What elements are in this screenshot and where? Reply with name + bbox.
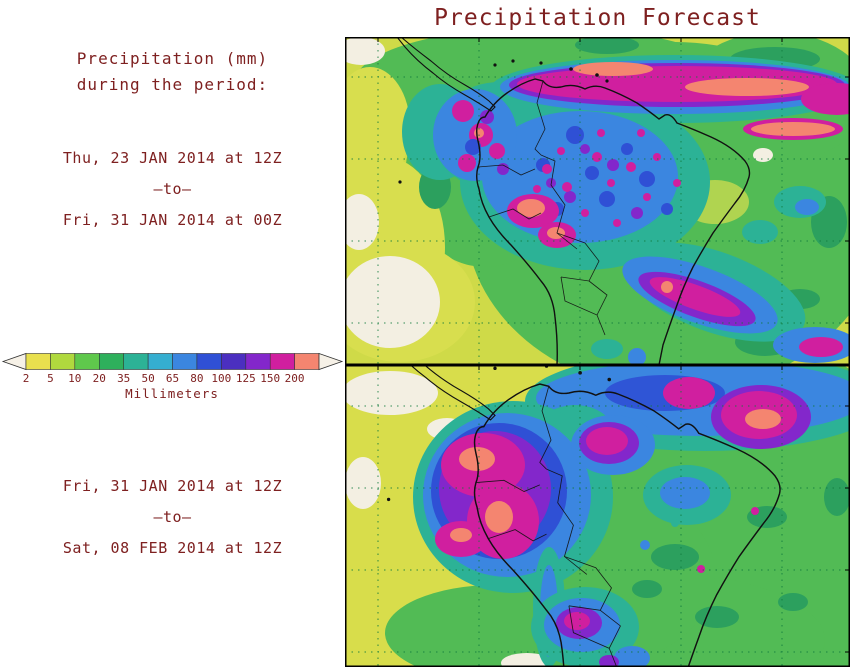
legend-arrow-left-icon bbox=[1, 352, 27, 371]
map-2-svg bbox=[345, 365, 850, 667]
page-title: Precipitation Forecast bbox=[434, 5, 761, 31]
legend-tick: 125 bbox=[236, 372, 256, 385]
period-1-separator: —to— bbox=[153, 180, 192, 198]
coastline bbox=[386, 365, 781, 667]
legend-tick: 20 bbox=[93, 372, 106, 385]
precip-heavy-cores bbox=[507, 194, 850, 365]
period-2: Fri, 31 JAN 2014 at 12Z —to— Sat, 08 FEB… bbox=[0, 478, 345, 571]
precip-scatter-dots bbox=[640, 507, 759, 573]
variable-heading: Precipitation (mm) during the period: bbox=[0, 46, 345, 98]
legend-tick: 35 bbox=[117, 372, 130, 385]
frame-ticks bbox=[377, 37, 850, 324]
period-2-end: Sat, 08 FEB 2014 at 12Z bbox=[62, 539, 283, 557]
legend-tick: 200 bbox=[285, 372, 305, 385]
legend-tick-labels: 2 5 10 20 35 50 65 80 100 125 150 200 bbox=[23, 372, 305, 385]
country-borders bbox=[475, 386, 621, 667]
legend-swatch bbox=[147, 353, 173, 370]
legend-tick: 100 bbox=[211, 372, 231, 385]
frame-ticks bbox=[377, 365, 850, 653]
legend-arrow-right-icon bbox=[318, 352, 344, 371]
legend-tick: 65 bbox=[166, 372, 179, 385]
legend-swatch bbox=[74, 353, 100, 370]
period-1: Thu, 23 JAN 2014 at 12Z —to— Fri, 31 JAN… bbox=[0, 150, 345, 243]
legend-swatches bbox=[25, 353, 320, 370]
grid-lines bbox=[345, 37, 850, 365]
period-2-separator: —to— bbox=[153, 508, 192, 526]
map-panel-bottom bbox=[345, 365, 850, 667]
precipitation-field-1 bbox=[345, 37, 850, 365]
color-scale-legend: 2 5 10 20 35 50 65 80 100 125 150 200 Mi… bbox=[0, 350, 345, 402]
legend-tick: 50 bbox=[141, 372, 154, 385]
precipitation-field-2 bbox=[345, 365, 850, 667]
legend-tick: 10 bbox=[68, 372, 81, 385]
legend-tick: 5 bbox=[47, 372, 54, 385]
legend-swatch bbox=[50, 353, 76, 370]
heading-line-2: during the period: bbox=[76, 75, 269, 94]
legend-swatch bbox=[99, 353, 125, 370]
islands bbox=[398, 59, 609, 184]
left-panel: Precipitation (mm) during the period: Th… bbox=[0, 0, 345, 667]
map-1-svg bbox=[345, 37, 850, 365]
legend-units-label: Millimeters bbox=[125, 386, 219, 401]
legend-swatch bbox=[123, 353, 149, 370]
precip-purple-dots bbox=[546, 144, 643, 219]
precip-south-cluster bbox=[531, 587, 650, 667]
legend-swatch bbox=[25, 353, 51, 370]
coastline bbox=[396, 37, 751, 365]
map-panel-top bbox=[345, 37, 850, 365]
period-2-start: Fri, 31 JAN 2014 at 12Z bbox=[62, 477, 283, 495]
legend-swatch bbox=[245, 353, 271, 370]
legend-tick: 80 bbox=[190, 372, 203, 385]
precip-east-blob bbox=[571, 415, 655, 475]
legend-swatch bbox=[269, 353, 296, 370]
precip-center-right bbox=[643, 465, 731, 525]
legend-swatch bbox=[294, 353, 320, 370]
legend-swatch bbox=[196, 353, 222, 370]
legend-swatch bbox=[172, 353, 198, 370]
period-1-start: Thu, 23 JAN 2014 at 12Z bbox=[62, 149, 283, 167]
map-panels bbox=[345, 37, 850, 667]
country-borders bbox=[477, 80, 608, 336]
map-frame bbox=[345, 365, 850, 667]
legend-tick: 150 bbox=[260, 372, 280, 385]
precip-north-band bbox=[525, 365, 850, 451]
legend-swatch bbox=[221, 353, 247, 370]
period-1-end: Fri, 31 JAN 2014 at 00Z bbox=[62, 211, 283, 229]
heading-line-1: Precipitation (mm) bbox=[76, 49, 269, 68]
precip-itcz-band bbox=[509, 62, 850, 140]
precip-peru-complex bbox=[413, 401, 615, 593]
legend-svg: 2 5 10 20 35 50 65 80 100 125 150 200 Mi… bbox=[1, 352, 344, 401]
legend-tick: 2 bbox=[23, 372, 30, 385]
